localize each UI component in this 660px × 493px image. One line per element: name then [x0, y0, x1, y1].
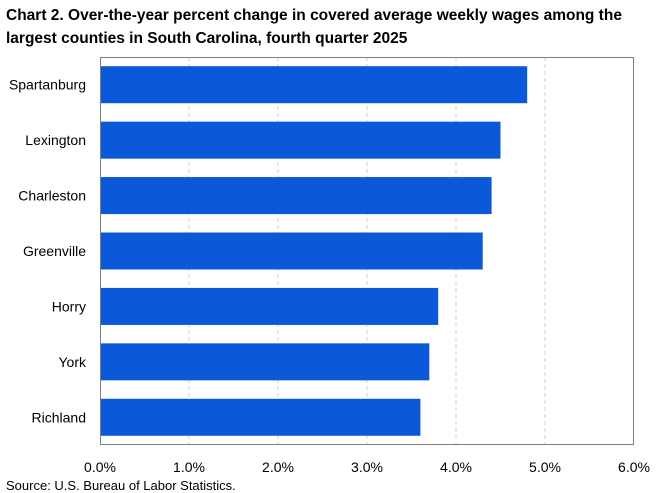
bars: [100, 66, 528, 436]
x-tick-label: 6.0%: [618, 459, 650, 475]
bar-spartanburg: [100, 66, 528, 104]
x-tick-label: 1.0%: [173, 459, 205, 475]
category-label-horry: Horry: [52, 298, 86, 314]
category-label-york: York: [58, 354, 87, 370]
bar-greenville: [100, 232, 483, 270]
x-axis-tick-labels: 0.0% 1.0% 2.0% 3.0% 4.0% 5.0% 6.0%: [84, 459, 650, 475]
category-label-charleston: Charleston: [18, 188, 86, 204]
chart-title: Chart 2. Over-the-year percent change in…: [6, 7, 622, 47]
plot-area-frame: [100, 57, 634, 445]
bar-lexington: [100, 121, 501, 159]
category-label-spartanburg: Spartanburg: [9, 77, 86, 93]
x-tick-label: 2.0%: [262, 459, 294, 475]
x-tick-label: 0.0%: [84, 459, 116, 475]
category-labels: Spartanburg Lexington Charleston Greenville…: [9, 77, 87, 426]
bar-york: [100, 343, 430, 381]
category-label-greenville: Greenville: [23, 243, 86, 259]
source-note: Source: U.S. Bureau of Labor Statistics.: [6, 478, 236, 493]
bar-richland: [100, 398, 421, 436]
bar-horry: [100, 287, 439, 325]
category-label-richland: Richland: [32, 409, 86, 425]
category-label-lexington: Lexington: [25, 132, 86, 148]
x-tick-label: 5.0%: [529, 459, 561, 475]
bar-charleston: [100, 177, 492, 215]
x-tick-label: 3.0%: [351, 459, 383, 475]
x-tick-label: 4.0%: [440, 459, 472, 475]
